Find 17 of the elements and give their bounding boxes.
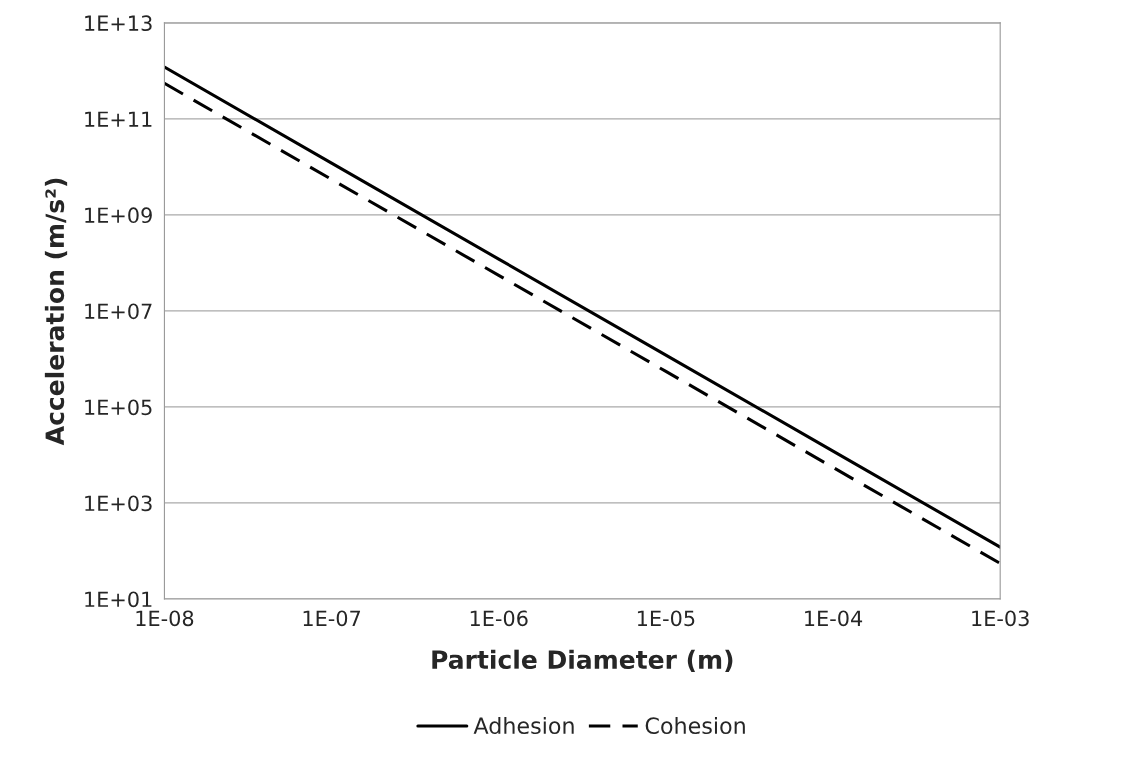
x-tick-label: 1E-04 — [805, 610, 863, 627]
x-tick-label: 1E-03 — [972, 610, 1029, 627]
x-tick-label: 1E-08 — [136, 610, 194, 627]
y-tick-label: 1E+09 — [85, 207, 152, 224]
x-tick-label: 1E-06 — [470, 610, 528, 627]
y-tick-label: 1E+13 — [85, 15, 152, 32]
legend-label: Cohesion — [645, 716, 745, 735]
y-tick-label: 1E+11 — [85, 111, 152, 127]
y-tick-label: 1E+07 — [85, 303, 152, 320]
x-axis-title: Particle Diameter (m) — [432, 649, 733, 672]
y-tick-label: 1E+05 — [85, 399, 152, 416]
y-axis-title: Acceleration (m/s²) — [44, 178, 68, 446]
x-tick-label: 1E-05 — [637, 610, 695, 627]
y-tick-label: 1E+01 — [85, 591, 152, 608]
legend-label: Adhesion — [473, 716, 574, 735]
y-tick-label: 1E+03 — [85, 495, 152, 512]
x-tick-label: 1E-07 — [303, 610, 361, 627]
